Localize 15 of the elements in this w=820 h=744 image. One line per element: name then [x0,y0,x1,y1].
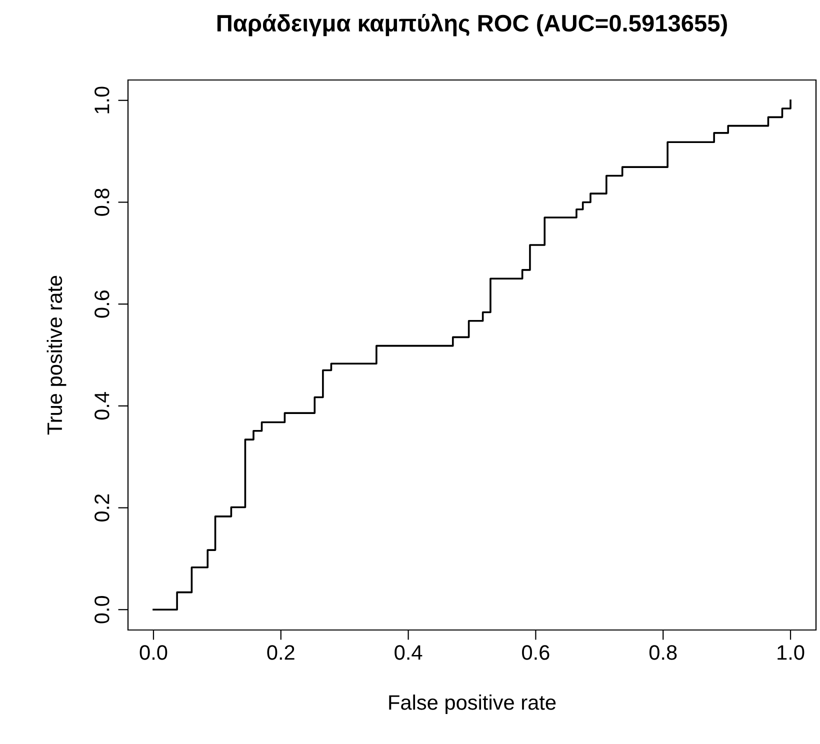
y-tick-label: 0.6 [94,290,110,318]
x-tick-label: 0.6 [522,645,550,660]
y-tick-label: 0.8 [94,188,110,216]
y-axis-title: True positive rate [46,276,66,435]
y-tick-label: 0.2 [94,494,110,522]
x-tick-label: 0.8 [649,645,677,660]
chart-title: Παράδειγμα καμπύλης ROC (AUC=0.5913655) [217,14,727,36]
x-tick-label: 0.4 [394,645,422,660]
x-tick-label: 1.0 [778,645,804,660]
x-axis-title: False positive rate [389,694,556,714]
x-tick-label: 0.0 [140,645,168,660]
x-tick-label: 0.2 [267,645,294,660]
y-tick-label: 0.0 [94,596,110,624]
y-tick-label: 0.4 [94,392,110,420]
y-tick-label: 1.0 [94,86,110,114]
